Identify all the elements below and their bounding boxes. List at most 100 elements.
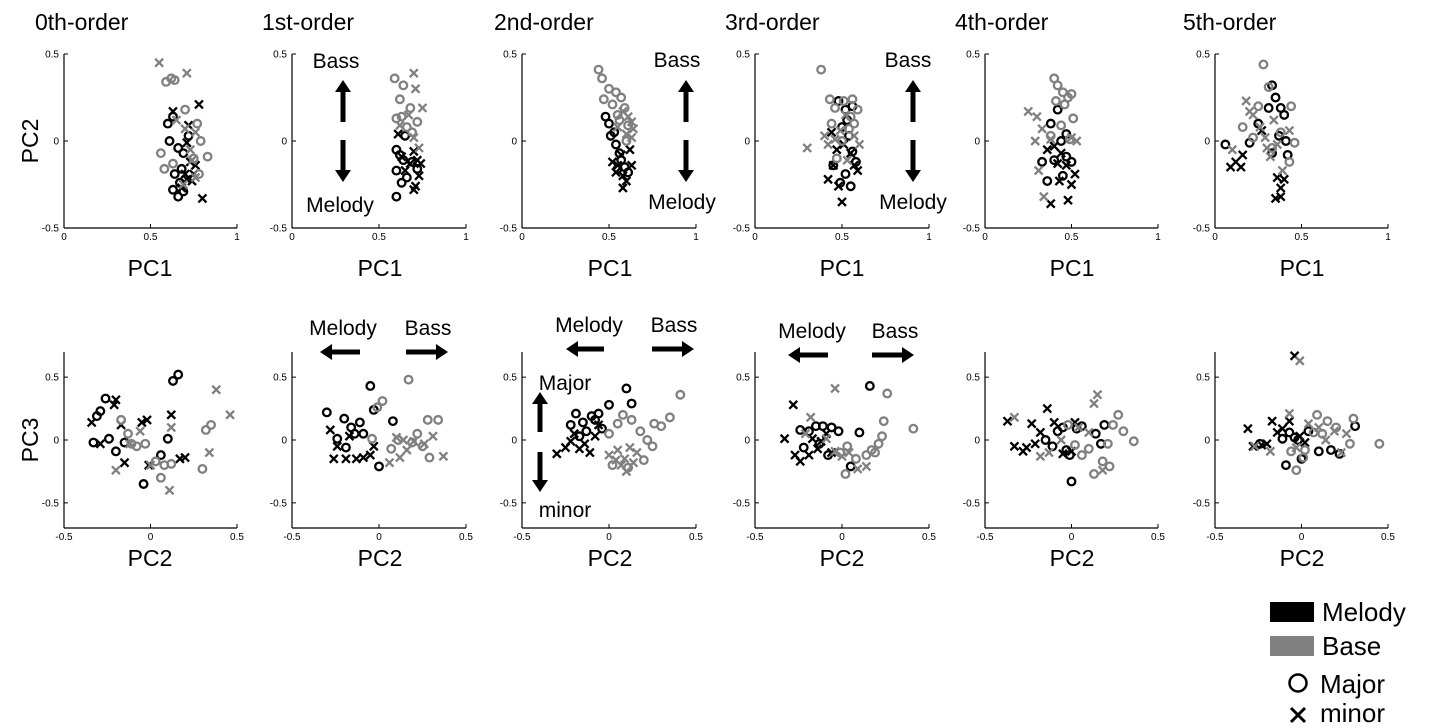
point-melody-major [393,193,401,201]
point-melody-minor [326,426,334,434]
point-melody-minor [352,455,360,463]
point-melody-major [112,448,120,456]
point-melody-major [1327,446,1335,454]
point-melody-major [166,137,174,145]
point-base-major [614,420,622,428]
point-base-major [1293,466,1301,474]
x-tick-label: 0 [606,532,612,543]
y-tick-label: -0.5 [1193,498,1211,509]
point-melody-major [847,182,855,190]
point-melody-minor [167,411,175,419]
point-base-major [1324,417,1332,425]
legend-marker-minor [1291,708,1305,722]
panel-bottom-6: -0.5 0 0.5 0.5 0 -0.5 PC2 [1193,352,1396,571]
point-base-major [1286,158,1294,166]
point-melody-minor [198,194,206,202]
annotation-label: Melody [648,191,716,214]
point-base-minor [807,413,815,421]
point-melody-minor [1064,196,1072,204]
chart-title: 4th-order [955,9,1049,35]
point-melody-minor [1043,405,1051,413]
arrow-up-icon [335,80,351,122]
point-melody-major [1101,421,1109,429]
point-base-major [617,94,625,102]
point-base-major [640,456,648,464]
panel-top-1: 0 0.5 10.50-0.50th-orderPC1PC2 [17,9,240,281]
point-base-minor [1031,137,1039,145]
point-base-major [169,160,177,168]
point-base-minor [226,411,234,419]
point-base-major [434,416,442,424]
point-base-major [1350,415,1358,423]
y-tick-label: 0 [974,436,980,447]
point-melody-minor [833,146,841,154]
point-base-major [637,427,645,435]
x-tick-label: -0.5 [283,532,301,543]
point-melody-major [1282,461,1290,469]
y-tick-label: -0.5 [270,224,288,235]
point-melody-major [333,435,341,443]
point-base-major [1291,139,1299,147]
point-melody-major [342,444,350,452]
y-axis-label: PC2 [17,119,43,164]
point-base-major [666,414,674,422]
point-base-minor [155,59,163,67]
x-tick-label: 0 [61,232,67,243]
point-base-minor [439,452,447,460]
point-melody-minor [838,198,846,206]
x-tick-label: 0.5 [1381,532,1395,543]
point-base-major [875,440,883,448]
point-base-major [838,137,846,145]
point-base-minor [626,444,634,452]
point-base-major [595,66,603,74]
x-tick-label: 0 [982,232,988,243]
point-melody-major [140,480,148,488]
point-melody-major [1047,120,1055,128]
point-base-minor [181,125,189,133]
point-base-major [854,106,862,114]
y-axis-label: PC3 [17,418,43,463]
point-base-minor [1033,113,1041,121]
annotation-label: Melody [555,314,623,337]
point-base-major [1287,102,1295,110]
point-melody-major [1038,158,1046,166]
point-melody-major [856,429,864,437]
y-tick-label: 0 [53,436,59,447]
x-axis-label: PC1 [820,255,865,281]
x-tick-label: 0 [289,232,295,243]
annotation-label: Bass [654,49,701,72]
point-base-major [181,106,189,114]
x-tick-label: 0.5 [835,232,849,243]
point-melody-major [403,174,411,182]
point-base-minor [1228,146,1236,154]
arrow-left-icon [566,341,604,357]
y-tick-label: 0.5 [1196,373,1210,384]
x-tick-label: 1 [234,232,240,243]
point-base-minor [419,104,427,112]
point-melody-major [1068,478,1076,486]
point-melody-major [595,410,603,418]
point-base-major [1085,445,1093,453]
arrow-down-icon [905,140,921,182]
point-base-major [910,425,918,433]
point-base-major [407,104,415,112]
point-melody-major [356,419,364,427]
point-base-minor [614,446,622,454]
point-base-major [828,120,836,128]
chart-title: 2nd-order [494,9,594,35]
point-melody-minor [805,451,813,459]
y-tick-label: 0.5 [45,50,59,61]
point-melody-minor [808,435,816,443]
point-base-major [845,125,853,133]
point-base-major [142,440,150,448]
point-base-minor [1035,167,1043,175]
panel-top-3: 0 0.5 10.50-0.52nd-orderPC1BassMelody [494,9,716,281]
point-base-major [1069,115,1077,123]
y-tick-label: 0.5 [503,373,517,384]
x-tick-label: 0 [148,532,154,543]
y-tick-label: 0.5 [966,373,980,384]
point-melody-major [340,415,348,423]
x-tick-label: 0 [1069,532,1075,543]
point-melody-major [1222,141,1230,149]
point-base-major [1130,437,1138,445]
